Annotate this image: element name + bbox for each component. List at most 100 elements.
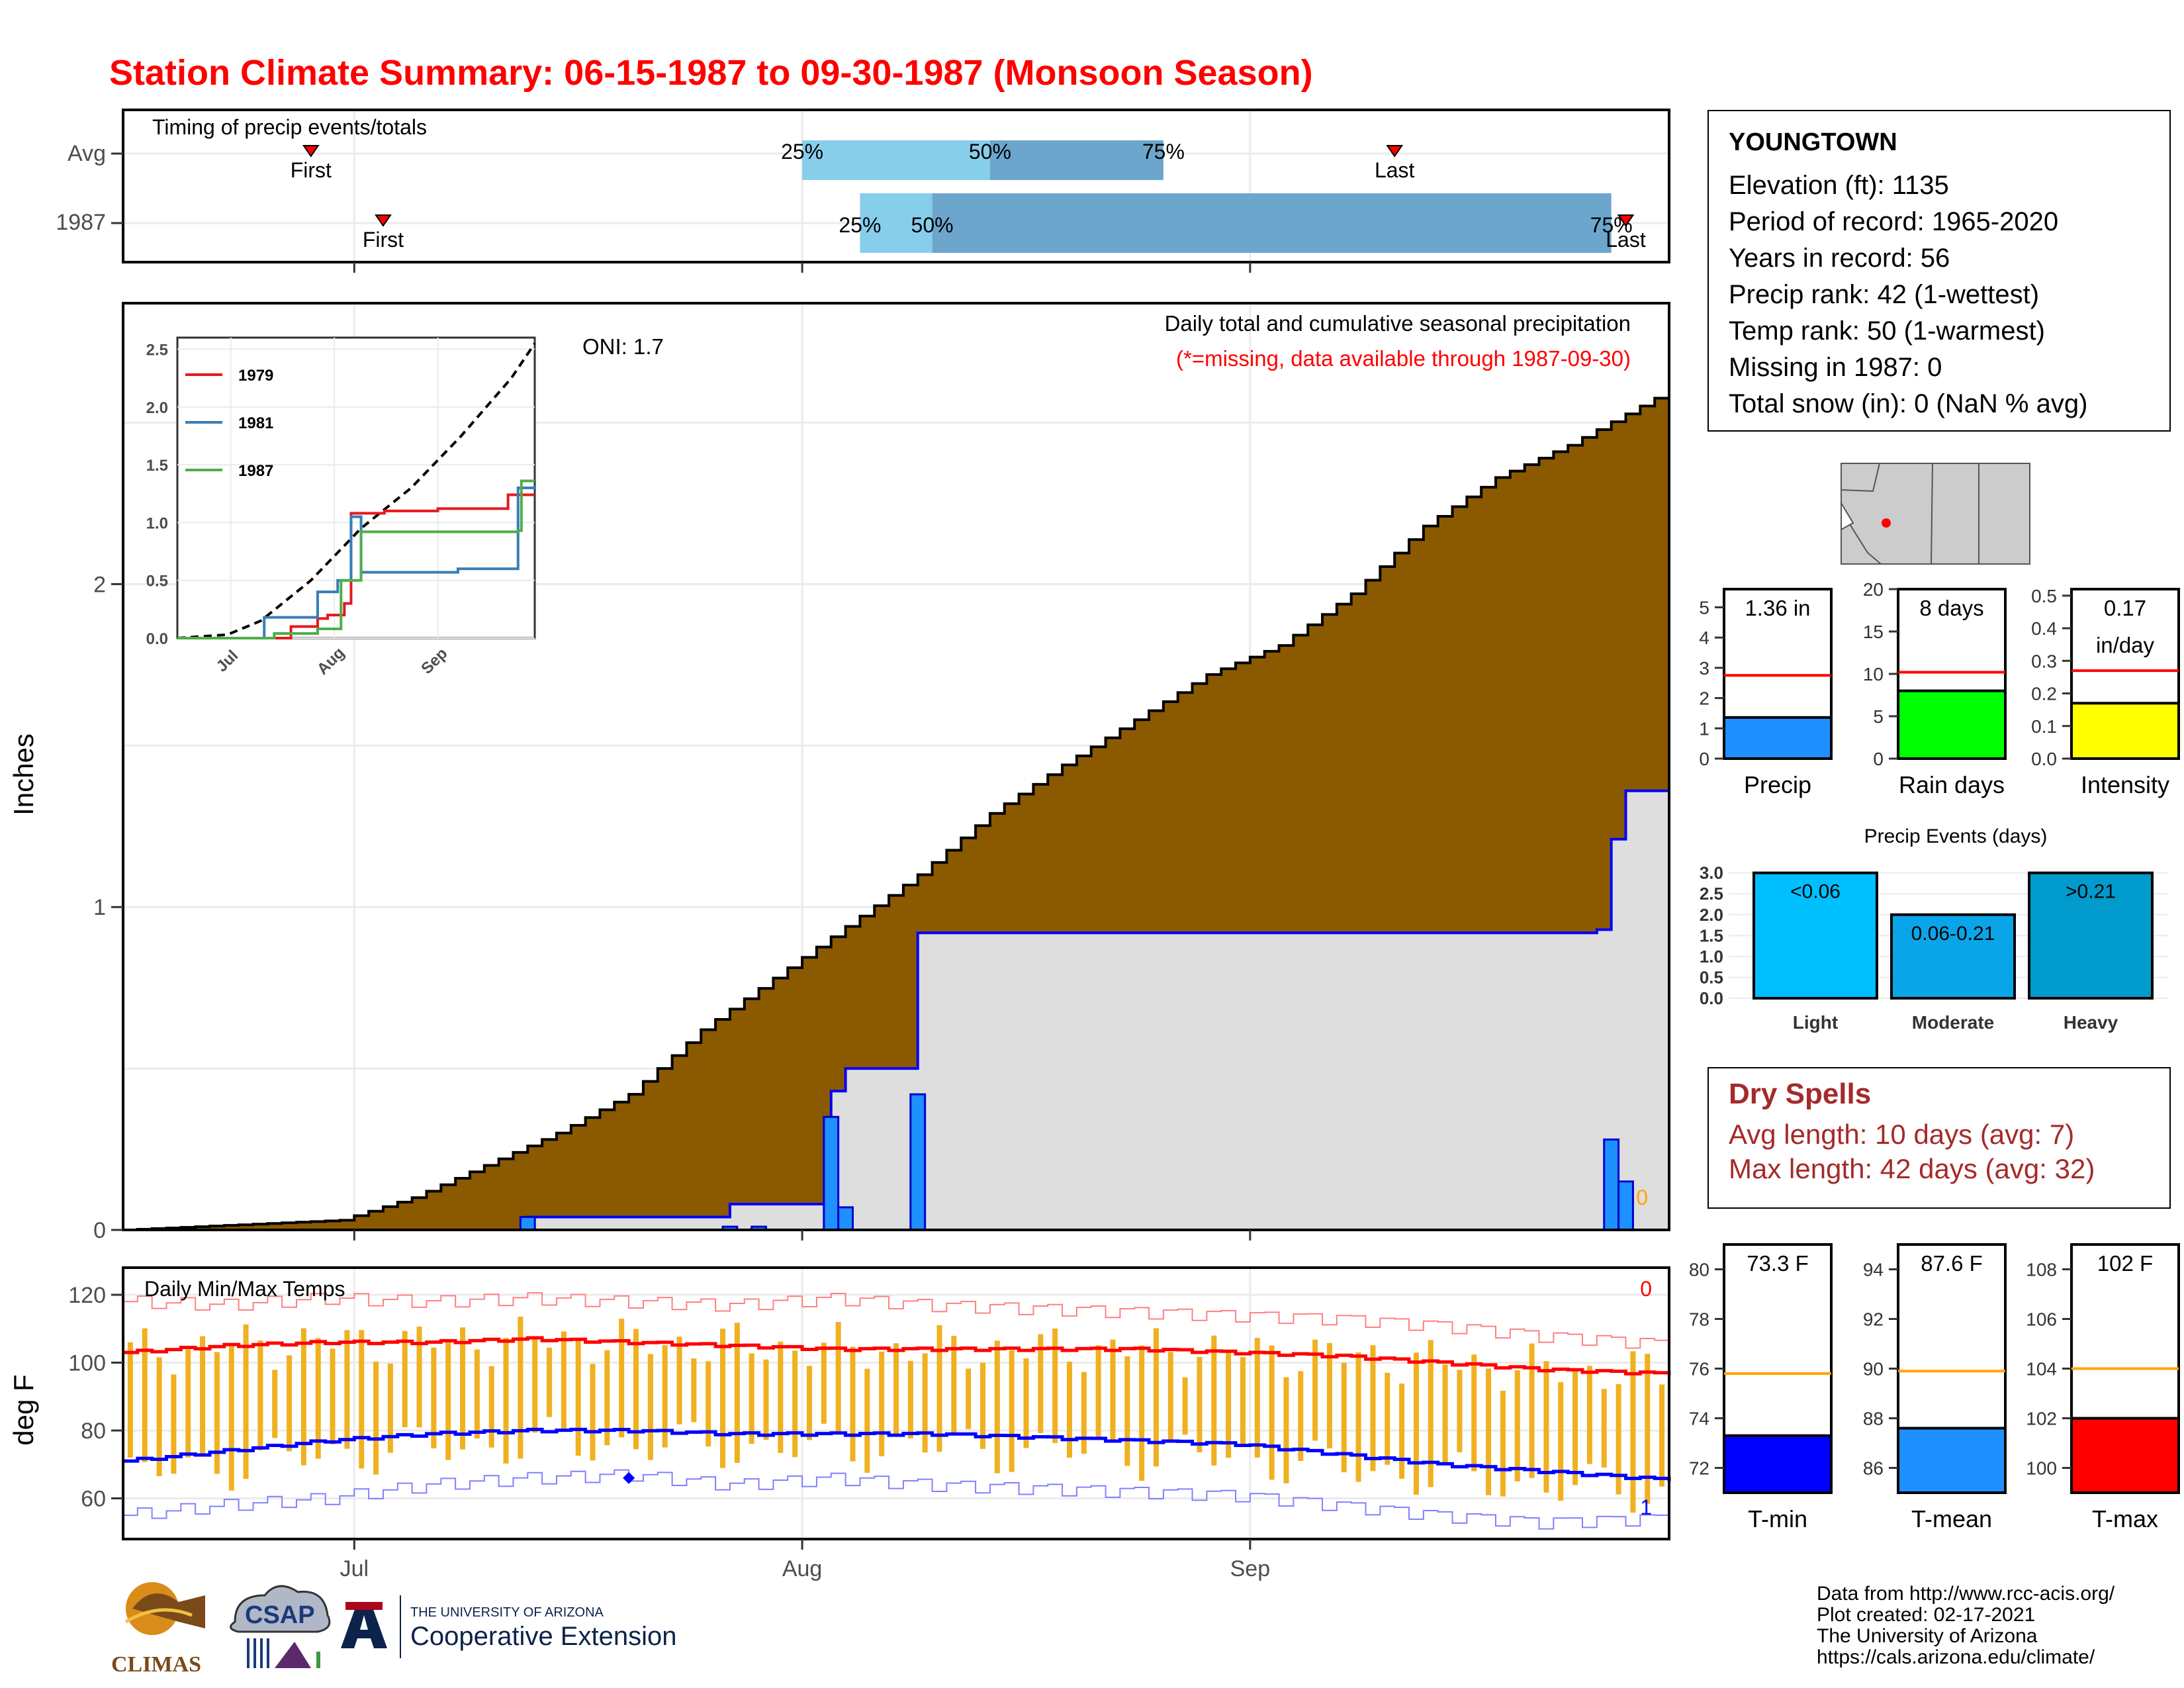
- y-tick-label: 94: [1863, 1260, 1884, 1280]
- intensity-summary-bar: [2070, 702, 2180, 761]
- daily-temp-bar: [402, 1331, 408, 1427]
- y-tick-label: 100: [68, 1351, 106, 1376]
- daily-precip-bar: [1617, 1180, 1634, 1231]
- record-max-line: [123, 1292, 1670, 1351]
- daily-temp-bar: [1645, 1354, 1651, 1504]
- inset-line-1987: [177, 479, 535, 639]
- daily-temp-bar: [330, 1348, 336, 1445]
- daily-temp-bar: [720, 1329, 726, 1468]
- raindays-summary-bar: [1897, 689, 2007, 760]
- avg-max-line: [123, 1336, 1671, 1376]
- daily-temp-bar: [979, 1362, 985, 1449]
- y-tick-label: 5: [1873, 706, 1884, 727]
- y-tick-label: 0: [1873, 749, 1884, 769]
- daily-temp-bar: [1630, 1351, 1636, 1513]
- daily-precip-bar: [837, 1206, 854, 1231]
- daily-temp-bar: [387, 1363, 393, 1453]
- daily-temp-bar: [1254, 1338, 1260, 1458]
- daily-temp-bar: [200, 1336, 206, 1455]
- daily-temp-bar: [272, 1370, 278, 1438]
- daily-temp-bar: [518, 1316, 523, 1459]
- daily-temp-bar: [705, 1361, 711, 1447]
- daily-temp-bar: [1615, 1383, 1621, 1495]
- y-tick-label: 88: [1863, 1409, 1884, 1429]
- intensity-summary: 0.0 0.1 0.2 0.3 0.4 0.5 0.17 in/day Intensity: [2031, 586, 2180, 798]
- y-tick-label: 2: [93, 572, 106, 597]
- daily-temp-bar: [575, 1338, 581, 1456]
- station-name: YOUNGTOWN: [1729, 128, 1897, 156]
- daily-temp-bar: [287, 1355, 293, 1452]
- daily-temp-bar: [633, 1329, 639, 1450]
- daily-temp-bar: [691, 1358, 697, 1423]
- daily-temp-bar: [171, 1374, 177, 1474]
- climas-logo: CLIMAS: [111, 1582, 205, 1677]
- daily-temp-bar: [1038, 1334, 1044, 1433]
- university-of-arizona-logo: THE UNIVERSITY OF ARIZONA Cooperative Ex…: [341, 1595, 676, 1658]
- station-location-dot: [1882, 518, 1891, 528]
- logos: CLIMAS CSAP THE UNIVERSITY OF ARIZONA Co…: [111, 1582, 676, 1677]
- y-tick-label: 20: [1863, 579, 1884, 600]
- daily-temp-bar: [142, 1328, 148, 1462]
- timing-bar-50-75: [932, 193, 1612, 253]
- daily-temp-bar: [778, 1341, 784, 1453]
- missing-note: (*=missing, data available through 1987-…: [1176, 346, 1631, 371]
- daily-temp-bar: [966, 1368, 972, 1429]
- daily-temp-bar: [474, 1349, 480, 1439]
- record-min-line: [123, 1469, 1670, 1530]
- first-label: First: [363, 228, 404, 252]
- daily-temp-bar: [532, 1336, 538, 1433]
- station-period: Period of record: 1965-2020: [1729, 207, 2059, 236]
- daily-temp-bar: [1471, 1354, 1477, 1472]
- daily-temp-bar: [734, 1323, 740, 1463]
- station-elevation: Elevation (ft): 1135: [1729, 171, 1949, 200]
- daily-temp-bar: [864, 1368, 870, 1473]
- daily-temp-bar: [951, 1336, 957, 1436]
- inset-line-avg: [177, 342, 536, 639]
- timing-q25-label: 25%: [781, 140, 823, 164]
- csap-wordmark: CSAP: [245, 1601, 315, 1629]
- raindays-summary-value-text: 8 days: [1919, 596, 1983, 620]
- daily-temp-bar: [1442, 1364, 1448, 1462]
- timing-q50-label: 50%: [969, 140, 1011, 164]
- daily-temp-bar: [1211, 1335, 1217, 1466]
- daily-temp-bar: [619, 1319, 625, 1438]
- daily-temp-bar: [1226, 1350, 1232, 1458]
- x-tick-label: Aug: [782, 1556, 823, 1581]
- credit-line: Data from http://www.rcc-acis.org/: [1817, 1583, 2115, 1605]
- inset-y-tick-label: 0.0: [146, 630, 168, 648]
- inset-line-1981: [177, 485, 536, 639]
- inset-legend-label: 1979: [238, 367, 273, 385]
- daily-temp-bar: [1601, 1389, 1607, 1468]
- daily-precip-bar: [823, 1115, 840, 1231]
- tmin-summary: 72 74 76 78 80 73.3 F T-min: [1689, 1243, 1833, 1532]
- last-label: Last: [1375, 158, 1415, 182]
- y-tick-label: 2.0: [1700, 905, 1723, 925]
- credits: Data from http://www.rcc-acis.org/ Plot …: [1817, 1583, 2115, 1668]
- y-tick-label: 76: [1689, 1359, 1709, 1380]
- daily-temp-bar: [1110, 1339, 1116, 1443]
- event-bar-heavy: [2028, 871, 2154, 1000]
- station-temp-rank: Temp rank: 50 (1-warmest): [1729, 316, 2045, 346]
- daily-temp-bar: [445, 1340, 451, 1460]
- y-tick-label: 10: [1863, 664, 1884, 684]
- daily-temp-bar: [127, 1342, 133, 1458]
- y-tick-label: 3: [1699, 658, 1709, 679]
- min-temp-record-marker: [623, 1472, 635, 1484]
- daily-temp-bar: [1543, 1361, 1549, 1493]
- intensity-summary-value-text: 0.17: [2104, 596, 2146, 620]
- y-tick-label: 90: [1863, 1359, 1884, 1380]
- credit-line: https://cals.arizona.edu/climate/: [1817, 1646, 2095, 1668]
- daily-temp-bar: [676, 1336, 682, 1425]
- min-missing-count: 1: [1640, 1495, 1652, 1519]
- daily-temp-bar: [1428, 1340, 1433, 1487]
- daily-temp-bar: [1326, 1342, 1332, 1448]
- daily-temp-bar: [835, 1322, 841, 1434]
- event-bar-label: Heavy: [2064, 1012, 2118, 1033]
- daily-temp-bar: [807, 1366, 813, 1440]
- dry-spells-box: Dry Spells Avg length: 10 days (avg: 7) …: [1707, 1067, 2171, 1209]
- y-tick-label: 0: [1699, 749, 1709, 769]
- event-bar-range: 0.06-0.21: [1911, 923, 1995, 945]
- ua-line1: THE UNIVERSITY OF ARIZONA: [410, 1605, 604, 1620]
- y-tick-label: 2: [1699, 688, 1709, 709]
- daily-temp-bar: [300, 1328, 306, 1466]
